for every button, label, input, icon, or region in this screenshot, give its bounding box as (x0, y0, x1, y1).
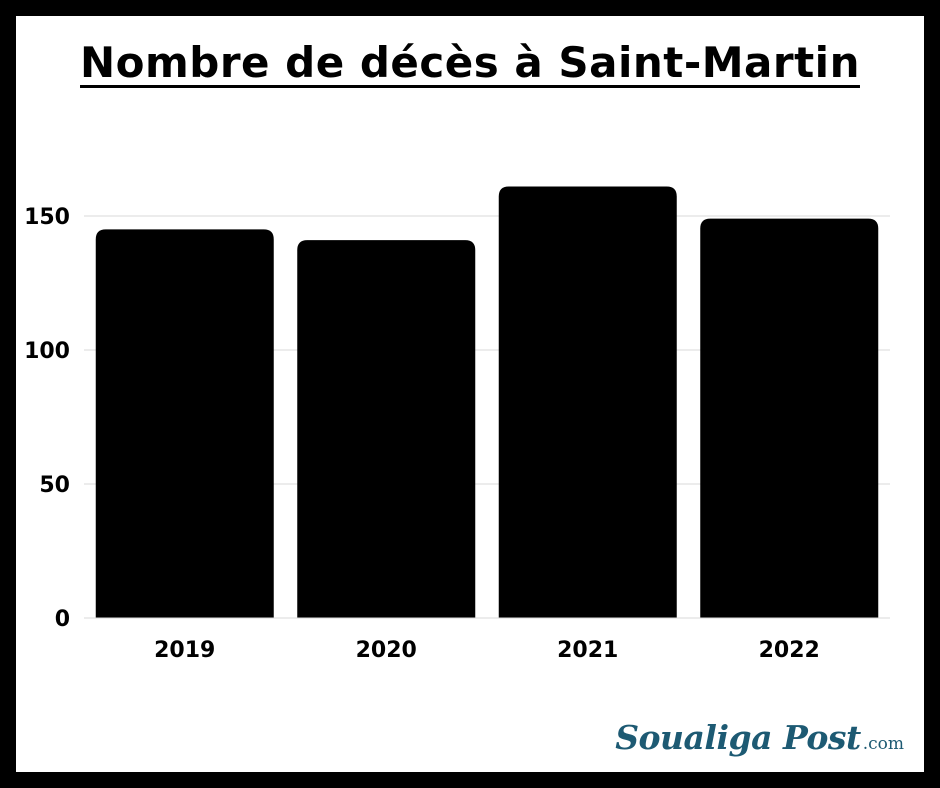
chart-title: Nombre de décès à Saint-Martin (80, 38, 860, 87)
bar-2021 (498, 186, 677, 618)
y-tick-label: 150 (24, 205, 70, 230)
logo-name: Soualiga Post (615, 718, 861, 757)
bar-2022 (700, 218, 879, 618)
logo-suffix: .com (862, 734, 904, 754)
y-tick-label: 100 (24, 339, 70, 364)
x-tick-label: 2022 (759, 638, 820, 663)
x-tick-label: 2019 (154, 638, 215, 663)
y-tick-label: 0 (55, 607, 70, 632)
y-tick-label: 50 (39, 473, 70, 498)
bar-2019 (95, 229, 274, 618)
y-axis-ticks: 0 50 100 150 (24, 205, 70, 632)
soualiga-post-logo: Soualiga Post .com (615, 718, 904, 757)
bar-2020 (297, 240, 476, 618)
x-axis-ticks: 2019 2020 2021 2022 (154, 638, 820, 663)
x-tick-label: 2021 (557, 638, 618, 663)
x-tick-label: 2020 (356, 638, 417, 663)
bars (95, 186, 879, 618)
